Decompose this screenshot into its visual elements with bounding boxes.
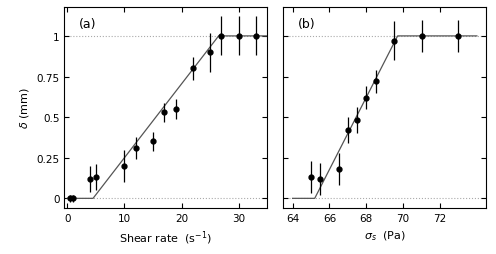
X-axis label: $\sigma_s$  (Pa): $\sigma_s$ (Pa)	[364, 229, 406, 242]
Text: (b): (b)	[298, 18, 315, 30]
Text: (a): (a)	[79, 18, 96, 30]
Y-axis label: $\delta$ (mm): $\delta$ (mm)	[18, 87, 31, 129]
X-axis label: Shear rate  (s$^{-1}$): Shear rate (s$^{-1}$)	[120, 229, 212, 246]
